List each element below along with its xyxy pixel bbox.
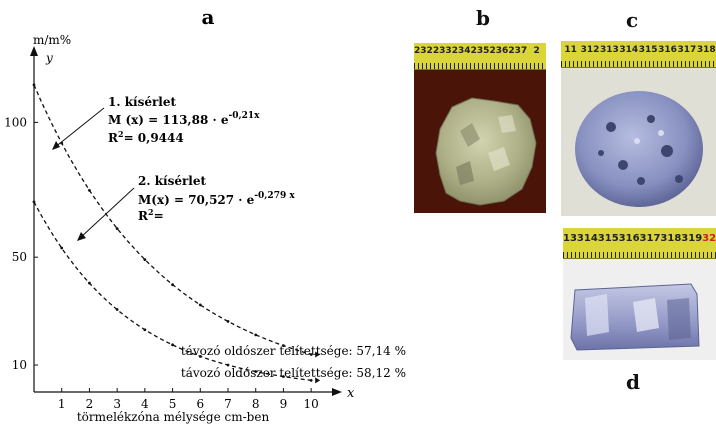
series-2-equation: M(x) = 70,527 · e-0,279 x bbox=[138, 191, 295, 207]
series-1-r2: R2= 0,9444 bbox=[108, 129, 184, 145]
x-tick-label: 4 bbox=[141, 397, 149, 411]
y-tick-label: 10 bbox=[12, 358, 27, 372]
series-2-point bbox=[309, 379, 313, 382]
series-2-end-annotation: távozó oldószer telítettsége: 58,12 % bbox=[181, 366, 406, 380]
series-2-point bbox=[88, 281, 91, 285]
series-1-point bbox=[282, 344, 285, 348]
photo-d-ruler: 13 314 315 316 317 318 319 32 bbox=[563, 228, 716, 259]
y-axis-arrow bbox=[30, 46, 38, 56]
series-1-point bbox=[115, 227, 119, 231]
series-1-end-arrow bbox=[315, 351, 321, 358]
decay-chart: a m/m% y x 1 2 3 4 5 6 7 8 9 10 10 50 100 1. kísérl… bbox=[4, 5, 406, 424]
x-tick-label: 2 bbox=[86, 397, 94, 411]
x-axis-arrow bbox=[332, 388, 342, 396]
series-1-point bbox=[143, 258, 147, 262]
series-1-point bbox=[198, 303, 202, 307]
x-tick-label: 3 bbox=[113, 397, 121, 411]
series-layer bbox=[32, 83, 321, 384]
series-1-point bbox=[254, 333, 258, 337]
x-ticks: 1 2 3 4 5 6 7 8 9 10 bbox=[58, 388, 319, 411]
y-tick-label: 100 bbox=[4, 115, 27, 129]
y-axis-letter: y bbox=[45, 51, 53, 65]
series-2-line bbox=[33, 201, 312, 381]
chart-panel-letter: a bbox=[202, 5, 215, 29]
photo-c: 11 312 313 314 315 316 317 318 bbox=[561, 41, 716, 216]
photo-b-ruler: 232 233 234 235 236 237 2 bbox=[414, 43, 546, 70]
x-tick-label: 6 bbox=[196, 397, 204, 411]
series-2-point bbox=[115, 308, 119, 311]
photo-d-core bbox=[570, 283, 700, 351]
series-1-point bbox=[88, 188, 91, 192]
series-2-r2: R2= bbox=[138, 207, 164, 223]
series-1-pointer-head bbox=[52, 141, 60, 150]
photo-c-stone bbox=[575, 91, 703, 207]
series-2-point bbox=[226, 363, 230, 367]
photo-d: 13 314 315 316 317 318 319 32 bbox=[563, 228, 716, 360]
series-1-point bbox=[171, 283, 174, 287]
x-tick-label: 7 bbox=[224, 397, 232, 411]
series-1-end-annotation: távozó oldószer telítettsége: 57,14 % bbox=[181, 344, 406, 358]
y-tick-label: 50 bbox=[12, 250, 27, 264]
x-tick-label: 8 bbox=[252, 397, 260, 411]
y-axis-unit-label: m/m% bbox=[33, 33, 71, 47]
series-1-point bbox=[32, 83, 36, 87]
x-tick-label: 10 bbox=[304, 397, 319, 411]
photo-d-letter: d bbox=[626, 370, 640, 394]
series-1-name: 1. kísérlet bbox=[108, 95, 176, 109]
y-ticks: 10 50 100 bbox=[4, 115, 38, 372]
photo-c-letter: c bbox=[626, 8, 639, 32]
series-2-point bbox=[60, 246, 64, 250]
series-2-point bbox=[171, 343, 174, 347]
series-2-pointer-head bbox=[77, 232, 86, 241]
series-1-point bbox=[309, 353, 313, 356]
series-2-point bbox=[254, 370, 258, 373]
series-1-equation: M (x) = 113,88 · e-0,21x bbox=[108, 111, 260, 127]
photo-b: 232 233 234 235 236 237 2 bbox=[414, 43, 546, 213]
photo-c-ruler: 11 312 313 314 315 316 317 318 bbox=[561, 41, 716, 68]
x-tick-label: 9 bbox=[280, 397, 288, 411]
series-2-pointer bbox=[79, 187, 135, 239]
series-2-end-arrow bbox=[315, 377, 321, 384]
x-axis-title: törmelékzóna mélysége cm-ben bbox=[77, 410, 270, 424]
x-axis-letter: x bbox=[347, 386, 355, 401]
series-2-point bbox=[32, 200, 36, 204]
x-tick-label: 1 bbox=[58, 397, 66, 411]
series-2-name: 2. kísérlet bbox=[138, 174, 206, 188]
photo-b-stone bbox=[435, 97, 537, 206]
series-2-point bbox=[282, 375, 285, 379]
photo-b-letter: b bbox=[476, 6, 490, 30]
series-2-point bbox=[143, 328, 147, 332]
x-tick-label: 5 bbox=[169, 397, 177, 411]
series-1-point bbox=[226, 319, 230, 323]
series-1-pointer bbox=[53, 107, 105, 149]
series-2-point bbox=[198, 355, 202, 358]
